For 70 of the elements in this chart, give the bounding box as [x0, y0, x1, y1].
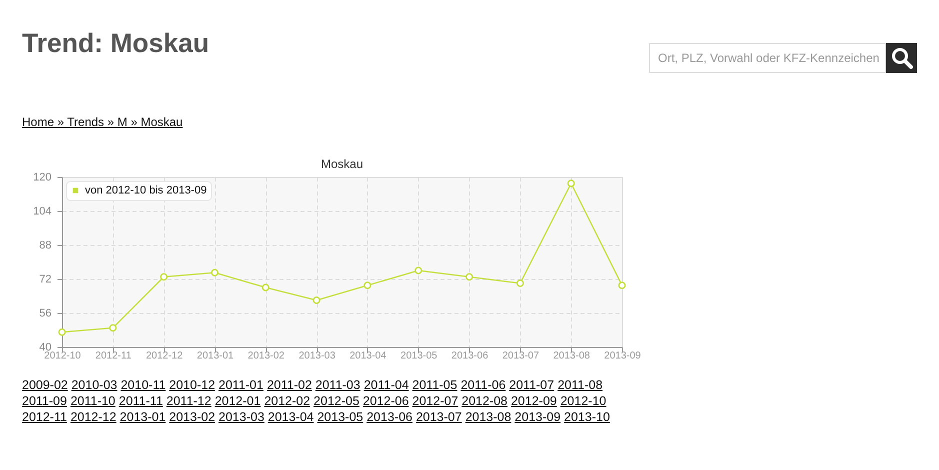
- text: 2012-11: [22, 410, 67, 424]
- legend-label: von 2012-10 bis 2013-09: [85, 184, 207, 196]
- x-tick-label: 2012-10: [44, 350, 82, 362]
- point: [58, 328, 66, 336]
- text: 2013-09: [514, 410, 561, 424]
- text: 2011-06: [460, 378, 506, 392]
- text: 2013-03: [218, 410, 264, 424]
- text: 2012-02: [264, 394, 310, 408]
- text: 2010-12: [169, 378, 216, 392]
- x-tick-label: 2013-02: [248, 350, 285, 362]
- point: [516, 279, 524, 288]
- x-tick-label: 2012-12: [146, 350, 184, 362]
- text: 2013-06: [366, 410, 412, 424]
- text: 2011-05: [412, 378, 458, 392]
- x-tick-label: 2013-04: [350, 350, 387, 362]
- text: 2012-08: [462, 394, 508, 408]
- x-tick-label: 2013-08: [553, 350, 590, 362]
- x-tick-label: 2012-11: [95, 350, 132, 362]
- text: 2010-11: [120, 378, 166, 392]
- y-tick-label: 88: [39, 240, 52, 252]
- text: 2012-09: [510, 394, 557, 408]
- text: 2011-07: [509, 378, 554, 392]
- text: 2011-01: [218, 378, 264, 392]
- text: Home » Trends » M » Moskau: [22, 115, 183, 130]
- chart-title: Moskau: [320, 157, 364, 171]
- x-tick-label: 2013-03: [298, 350, 336, 362]
- y-tick-label: 104: [33, 206, 52, 218]
- search-field: Ort, PLZ, Vorwahl oder KFZ-Kennzeichen: [649, 43, 886, 73]
- text: 2011-10: [70, 394, 116, 408]
- text: 2012-07: [412, 394, 458, 408]
- text: 2010-03: [71, 378, 118, 392]
- text: 2012-10: [560, 394, 606, 408]
- point: [618, 282, 626, 290]
- text: 2011-08: [558, 378, 603, 392]
- x-tick-label: 2013-01: [196, 350, 234, 362]
- point: [262, 284, 270, 292]
- point: [567, 180, 575, 188]
- x-tick-label: 2013-05: [400, 350, 438, 362]
- y-tick-label: 72: [39, 274, 52, 286]
- point: [312, 296, 320, 304]
- text: 2013-01: [120, 410, 166, 424]
- text: 2013-05: [317, 410, 364, 424]
- text: 2011-03: [315, 378, 360, 392]
- text: 2013-10: [564, 410, 610, 424]
- text: 2013-07: [416, 410, 462, 424]
- point: [414, 266, 422, 274]
- y-tick-label: 56: [39, 308, 52, 320]
- text: 2013-02: [169, 410, 216, 424]
- text: 2012-05: [314, 394, 360, 408]
- x-tick-label: 2013-06: [451, 350, 489, 362]
- text: 2012-01: [214, 394, 261, 408]
- text: 2011-09: [22, 394, 67, 408]
- text: 2012-12: [70, 410, 116, 424]
- text: Trend: Moskau: [22, 27, 210, 59]
- text: 2011-12: [166, 394, 212, 408]
- text: 2009-02: [22, 378, 68, 392]
- text: 2012-06: [362, 394, 409, 408]
- x-tick-label: 2013-07: [502, 350, 540, 362]
- point: [465, 273, 474, 281]
- point: [364, 282, 372, 290]
- text: 2011-02: [266, 378, 312, 392]
- text: 2011-11: [118, 394, 163, 408]
- point: [160, 273, 168, 281]
- text: 2011-04: [364, 378, 409, 392]
- y-tick-label: 120: [33, 172, 52, 184]
- point: [109, 324, 117, 332]
- point: [210, 268, 219, 276]
- x-tick-label: 2013-09: [604, 350, 642, 362]
- text: 2013-04: [268, 410, 314, 424]
- text: 2013-08: [465, 410, 512, 424]
